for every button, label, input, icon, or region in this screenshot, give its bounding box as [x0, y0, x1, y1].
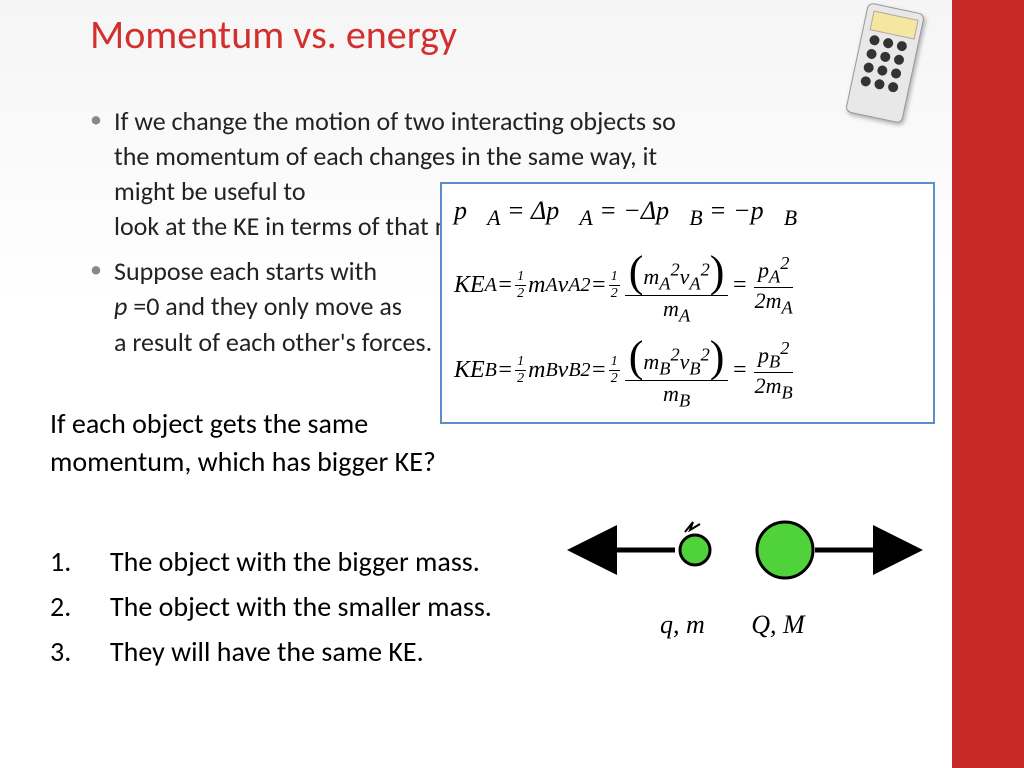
answer-1: 1.The object with the bigger mass.: [50, 540, 492, 585]
answer-3: 3.They will have the same KE.: [50, 630, 492, 675]
diagram-labels: q, m Q, M: [560, 610, 940, 640]
eq-ke-b: KEB = 12 mBvB2 = 12 (mB2vB2) mB = pB2 2m…: [454, 328, 921, 413]
eq-ke-a: KEA = 12 mAvA2 = 12 (mA2vA2) mA = pA2 2m…: [454, 243, 921, 328]
label-qm: q, m: [660, 610, 705, 639]
eq-momentum: p⃗A = Δp⃗A = −Δp⃗B = −p⃗B: [454, 196, 921, 231]
big-ball: [757, 522, 813, 578]
clicker-device-icon: [841, 2, 936, 144]
question-line-2: momentum, which has bigger KE?: [50, 443, 436, 481]
question-text: If each object gets the same momentum, w…: [50, 405, 436, 481]
collision-diagram: [560, 500, 940, 610]
label-QM: Q, M: [751, 610, 804, 639]
answer-2: 2.The object with the smaller mass.: [50, 585, 492, 630]
question-line-1: If each object gets the same: [50, 405, 436, 443]
accent-bar: [952, 0, 1024, 768]
equation-box: p⃗A = Δp⃗A = −Δp⃗B = −p⃗B KEA = 12 mAvA2…: [440, 182, 935, 424]
slide-title: Momentum vs. energy: [90, 10, 457, 59]
small-ball: [680, 535, 710, 565]
answer-list: 1.The object with the bigger mass. 2.The…: [50, 540, 492, 674]
